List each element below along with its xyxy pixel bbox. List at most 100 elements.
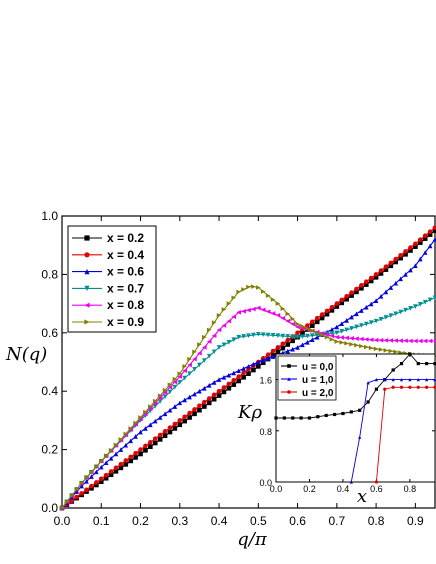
main-data-point — [334, 334, 340, 340]
main-legend-marker — [84, 319, 90, 325]
main-data-point — [378, 268, 384, 273]
main-data-point — [172, 384, 178, 390]
main-legend-entry: x = 0.9 — [72, 315, 144, 329]
inset-data-point — [425, 385, 429, 389]
inset-data-point — [366, 381, 370, 385]
main-data-point — [275, 349, 281, 355]
inset-legend-entry: u = 1,0 — [281, 375, 334, 386]
main-data-point — [148, 406, 153, 411]
main-data-point — [432, 295, 436, 301]
inset-data-point — [425, 362, 429, 366]
main-data-point — [310, 337, 315, 343]
main-data-point — [177, 422, 183, 428]
main-data-point — [314, 315, 320, 321]
main-data-point — [187, 371, 192, 376]
main-data-point — [206, 400, 212, 406]
main-data-point — [427, 338, 433, 344]
inset-legend-label: u = 0,0 — [302, 362, 334, 373]
main-data-point — [108, 472, 114, 478]
main-data-point — [108, 469, 114, 474]
main-data-point — [275, 345, 281, 350]
main-data-point — [403, 307, 408, 313]
main-data-point — [305, 339, 310, 345]
main-data-point — [368, 301, 374, 307]
main-data-point — [226, 385, 232, 391]
main-data-point — [162, 429, 168, 434]
main-data-point — [138, 447, 143, 452]
main-data-point — [162, 411, 168, 417]
main-data-point — [138, 415, 143, 420]
main-data-point — [417, 240, 423, 245]
main-data-point — [177, 400, 183, 406]
main-data-point — [329, 333, 335, 339]
main-data-point — [162, 433, 168, 439]
main-data-point — [260, 357, 266, 363]
main-data-point — [192, 356, 197, 362]
main-data-point — [103, 453, 109, 459]
main-data-point — [246, 333, 251, 339]
main-data-point — [211, 333, 217, 339]
inset-data-point — [399, 385, 404, 389]
main-data-point — [128, 426, 134, 431]
main-data-point — [182, 375, 187, 381]
main-data-point — [216, 327, 222, 333]
main-data-point — [216, 388, 222, 394]
main-data-point — [98, 479, 104, 485]
main-data-point — [329, 304, 335, 310]
main-data-point — [359, 283, 364, 288]
main-data-point — [383, 264, 389, 270]
main-legend-marker — [84, 252, 90, 258]
main-data-point — [260, 307, 266, 313]
main-data-point — [197, 350, 202, 356]
main-data-point — [192, 349, 197, 355]
main-data-point — [197, 342, 202, 347]
main-data-point — [383, 315, 389, 320]
main-data-point — [270, 354, 276, 359]
main-data-point — [310, 319, 315, 325]
main-series-5 — [59, 284, 436, 511]
main-data-point — [187, 410, 192, 416]
inset-y-tick-label: 1.6 — [259, 376, 272, 386]
main-data-point — [422, 233, 428, 239]
main-data-point — [378, 271, 384, 276]
main-y-tick-label: 0.6 — [41, 326, 58, 340]
main-data-point — [285, 348, 291, 354]
main-data-point — [236, 334, 241, 340]
main-data-point — [413, 241, 418, 247]
main-data-point — [177, 374, 183, 379]
main-data-point — [265, 309, 271, 314]
main-data-point — [226, 318, 232, 324]
inset-data-point — [433, 362, 436, 366]
main-data-point — [256, 364, 261, 369]
inset-x-tick-label: 0.8 — [404, 484, 417, 494]
main-data-point — [236, 289, 241, 295]
main-data-point — [413, 338, 418, 344]
main-data-point — [241, 370, 246, 376]
main-data-point — [363, 282, 369, 287]
main-data-point — [236, 378, 241, 384]
main-data-point — [265, 352, 271, 358]
inset-data-point — [399, 362, 404, 366]
main-data-point — [251, 332, 256, 338]
main-data-point — [256, 285, 261, 290]
main-data-point — [118, 437, 124, 442]
main-data-point — [167, 384, 173, 390]
inset-data-point — [324, 413, 328, 418]
main-data-point — [260, 289, 266, 294]
inset-series-2 — [374, 385, 436, 484]
main-data-point — [270, 311, 276, 316]
main-legend-entry: x = 0.4 — [72, 248, 144, 262]
main-data-point — [123, 458, 129, 463]
inset-legend-marker — [287, 377, 291, 381]
main-data-point — [260, 332, 266, 337]
main-data-point — [280, 315, 286, 321]
main-data-point — [231, 337, 237, 343]
main-data-point — [226, 301, 232, 306]
main-data-point — [280, 333, 286, 339]
main-data-point — [344, 318, 349, 323]
main-data-point — [378, 337, 384, 343]
main-data-point — [64, 499, 70, 505]
main-data-point — [133, 434, 138, 439]
main-data-point — [74, 487, 80, 492]
main-x-tick-label: 0.3 — [171, 514, 188, 528]
